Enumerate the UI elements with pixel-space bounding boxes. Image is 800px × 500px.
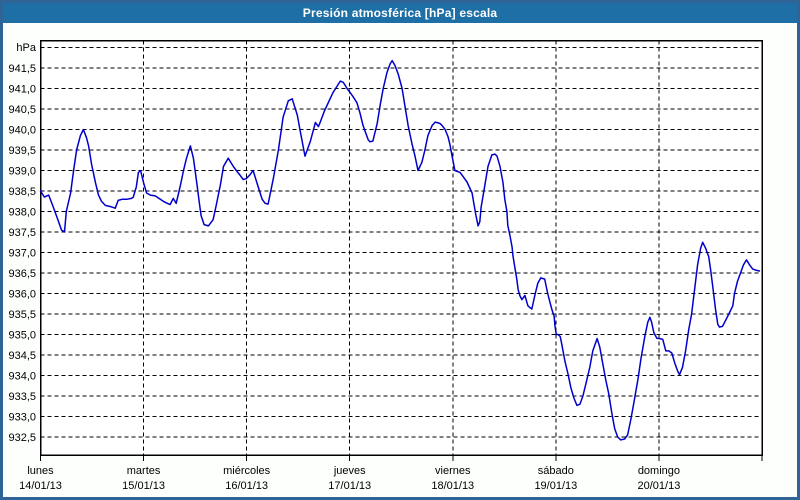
day-name-label: martes (127, 465, 161, 477)
y-axis-label: 939,0 (8, 166, 36, 178)
y-axis-label: 936,5 (8, 268, 36, 280)
y-axis-label: 935,0 (8, 330, 36, 342)
y-axis-unit-label: hPa (16, 42, 36, 54)
y-axis-label: 933,5 (8, 391, 36, 403)
day-name-label: viernes (435, 465, 471, 477)
y-axis-label: 938,5 (8, 186, 36, 198)
chart-area: hPa 941,5 941,0 940,5 940,0 939,5 939,0 938,5 93… (3, 23, 797, 497)
pressure-line (39, 59, 761, 441)
day-date-label: 14/01/13 (19, 480, 62, 492)
day-name-label: miércoles (223, 465, 271, 477)
plot-frame (39, 39, 763, 456)
y-axis-label: 934,0 (8, 371, 36, 383)
y-axis-label: 937,0 (8, 248, 36, 260)
y-axis-label: 935,5 (8, 309, 36, 321)
pressure-line-chart: hPa 941,5 941,0 940,5 940,0 939,5 939,0 938,5 93… (8, 39, 763, 492)
day-date-label: 19/01/13 (534, 480, 577, 492)
day-name-label: lunes (27, 465, 54, 477)
day-date-label: 15/01/13 (122, 480, 165, 492)
y-axis-label: 937,5 (8, 227, 36, 239)
y-axis-label: 941,0 (8, 84, 36, 96)
day-date-label: 20/01/13 (638, 480, 681, 492)
day-date-label: 18/01/13 (431, 480, 474, 492)
y-axis-label: 940,0 (8, 125, 36, 137)
y-axis-label: 933,0 (8, 412, 36, 424)
title-bar: Presión atmosférica [hPa] escala (3, 3, 797, 23)
day-name-label: domingo (638, 465, 680, 477)
y-axis-label: 939,5 (8, 145, 36, 157)
y-axis-label: 936,0 (8, 289, 36, 301)
day-date-label: 17/01/13 (328, 480, 371, 492)
y-axis-label: 934,5 (8, 350, 36, 362)
y-axis-label: 932,5 (8, 432, 36, 444)
day-date-label: 16/01/13 (225, 480, 268, 492)
y-axis-label: 940,5 (8, 104, 36, 116)
day-name-label: sábado (538, 465, 574, 477)
day-name-label: jueves (333, 465, 366, 477)
y-axis-label: 938,0 (8, 207, 36, 219)
y-axis-label: 941,5 (8, 63, 36, 75)
